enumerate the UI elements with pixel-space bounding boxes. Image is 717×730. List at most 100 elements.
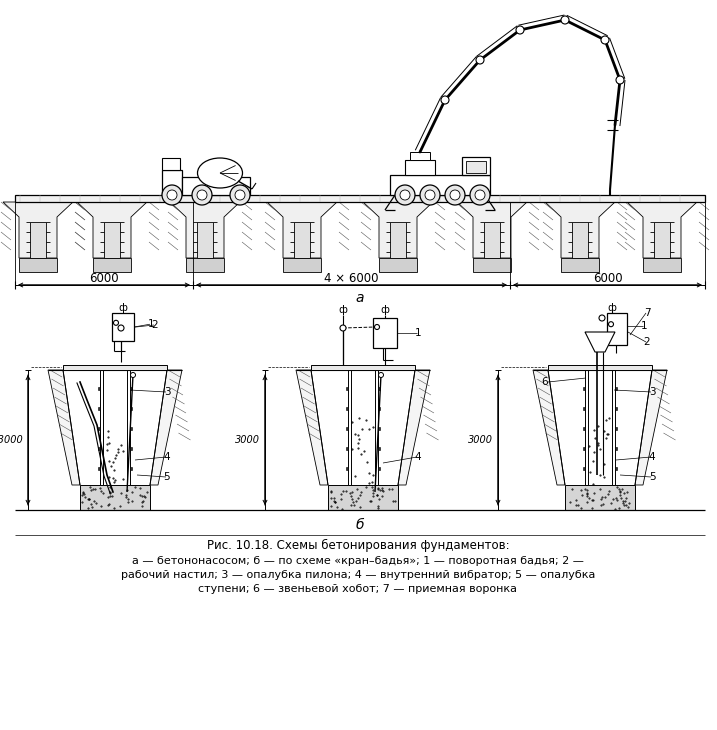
Bar	[615, 467, 617, 470]
Bar	[462, 157, 490, 175]
Polygon shape	[296, 370, 328, 485]
Bar	[484, 222, 500, 258]
Text: 3: 3	[649, 387, 655, 397]
Circle shape	[441, 96, 449, 104]
Polygon shape	[80, 485, 150, 510]
Bar	[561, 258, 599, 272]
Circle shape	[601, 36, 609, 44]
Bar	[182, 177, 250, 195]
Bar	[98, 467, 100, 470]
Bar	[294, 222, 310, 258]
Circle shape	[616, 76, 624, 84]
Circle shape	[235, 190, 245, 200]
Text: ф: ф	[118, 303, 128, 313]
Circle shape	[374, 325, 379, 329]
Bar	[346, 387, 348, 390]
Text: 1: 1	[641, 320, 647, 331]
Bar	[348, 370, 351, 485]
Bar	[583, 447, 585, 450]
Text: 4: 4	[163, 452, 171, 462]
Bar	[612, 370, 615, 485]
Bar	[127, 370, 130, 485]
Bar	[100, 370, 103, 485]
Text: а — бетононасосом; б — по схеме «кран–бадья»; 1 — поворотная бадья; 2 —: а — бетононасосом; б — по схеме «кран–ба…	[132, 556, 584, 566]
Ellipse shape	[197, 158, 242, 188]
Polygon shape	[77, 202, 147, 258]
Circle shape	[445, 185, 465, 205]
Bar	[98, 407, 100, 410]
Polygon shape	[627, 202, 697, 258]
Polygon shape	[48, 370, 80, 485]
Bar	[346, 467, 348, 470]
Text: ф: ф	[381, 305, 389, 315]
Bar	[130, 427, 132, 430]
Circle shape	[230, 185, 250, 205]
Circle shape	[470, 185, 490, 205]
Polygon shape	[398, 370, 430, 485]
Circle shape	[113, 320, 118, 326]
Circle shape	[197, 190, 207, 200]
Bar	[583, 387, 585, 390]
Bar	[615, 387, 617, 390]
Polygon shape	[363, 202, 433, 258]
Circle shape	[192, 185, 212, 205]
Text: ф: ф	[607, 303, 617, 313]
Bar	[466, 161, 486, 173]
Text: б: б	[356, 518, 364, 532]
Circle shape	[118, 325, 124, 331]
Text: 6: 6	[541, 377, 549, 387]
Bar	[379, 258, 417, 272]
Bar	[186, 258, 224, 272]
Bar	[378, 387, 380, 390]
Circle shape	[609, 322, 614, 327]
Circle shape	[450, 190, 460, 200]
Bar	[130, 387, 132, 390]
Polygon shape	[328, 485, 398, 510]
Circle shape	[167, 190, 177, 200]
Circle shape	[475, 190, 485, 200]
Bar	[63, 365, 167, 370]
Bar	[405, 160, 435, 175]
Text: 4: 4	[414, 452, 422, 462]
Bar	[162, 158, 180, 170]
Polygon shape	[635, 370, 667, 485]
Polygon shape	[565, 485, 635, 510]
Text: 5: 5	[649, 472, 655, 482]
Circle shape	[162, 185, 182, 205]
Text: 4: 4	[649, 452, 655, 462]
Circle shape	[425, 190, 435, 200]
Bar	[283, 258, 321, 272]
Polygon shape	[150, 370, 182, 485]
Text: а: а	[356, 291, 364, 305]
Circle shape	[395, 185, 415, 205]
Text: ступени; 6 — звеньевой хобот; 7 — приемная воронка: ступени; 6 — звеньевой хобот; 7 — приемн…	[199, 584, 518, 594]
Bar	[112, 313, 134, 341]
Bar	[378, 427, 380, 430]
Polygon shape	[585, 332, 615, 352]
Text: Рис. 10.18. Схемы бетонирования фундаментов:: Рис. 10.18. Схемы бетонирования фундамен…	[206, 539, 509, 552]
Bar	[410, 152, 430, 160]
Polygon shape	[545, 202, 615, 258]
Polygon shape	[267, 202, 337, 258]
Circle shape	[400, 190, 410, 200]
Text: 3: 3	[163, 387, 171, 397]
Bar	[583, 427, 585, 430]
Bar	[583, 407, 585, 410]
Text: ф: ф	[338, 305, 348, 315]
Bar	[615, 447, 617, 450]
Bar	[19, 258, 57, 272]
Text: 4 × 6000: 4 × 6000	[324, 272, 379, 285]
Bar	[104, 222, 120, 258]
Polygon shape	[457, 202, 527, 258]
Bar	[378, 407, 380, 410]
Bar	[378, 447, 380, 450]
Circle shape	[420, 185, 440, 205]
Bar	[572, 222, 588, 258]
Bar	[375, 370, 378, 485]
Bar	[378, 467, 380, 470]
Circle shape	[476, 56, 484, 64]
Bar	[390, 222, 406, 258]
Text: 6000: 6000	[89, 272, 119, 285]
Bar	[130, 407, 132, 410]
Bar	[643, 258, 681, 272]
